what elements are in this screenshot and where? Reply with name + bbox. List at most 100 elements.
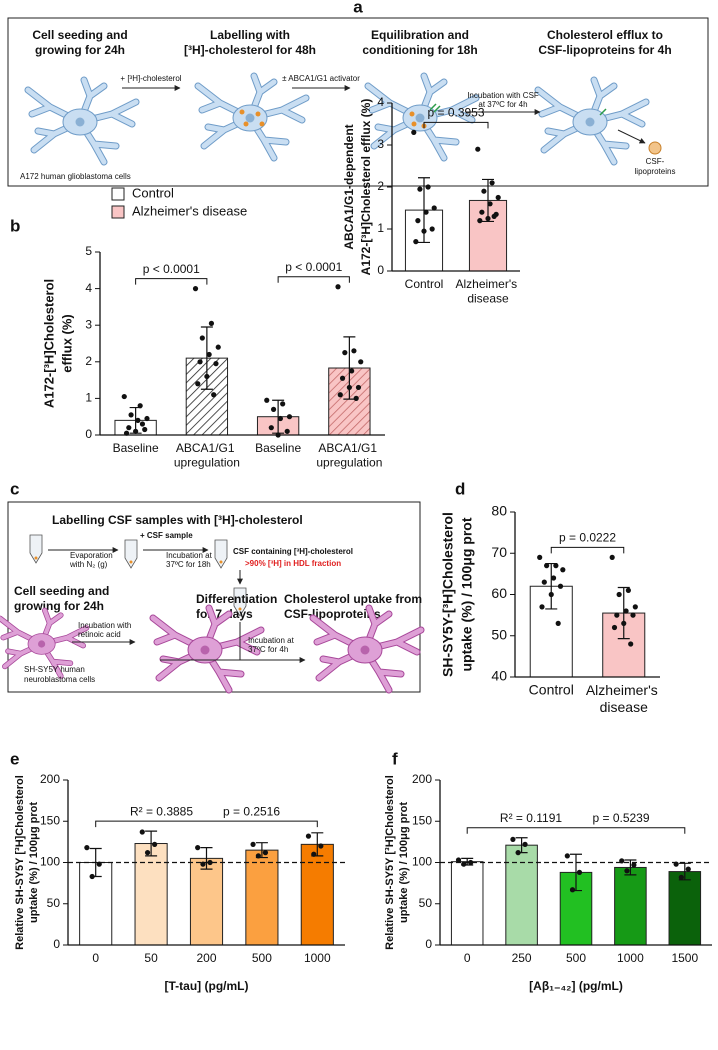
y-axis-label: ABCA1/G1-dependent [342, 124, 356, 249]
data-point [537, 554, 543, 560]
data-point [335, 284, 341, 290]
data-point [611, 624, 618, 631]
error-bar [482, 178, 494, 223]
x-tick-label: ABCA1/G1 upregulation [316, 441, 382, 469]
step-title: [³H]-cholesterol for 48h [184, 43, 316, 57]
step-title: Differentiation [196, 592, 277, 606]
data-point [423, 209, 429, 215]
data-point [277, 415, 283, 422]
data-point [560, 567, 566, 573]
neuron [538, 80, 646, 162]
data-point [678, 874, 684, 880]
data-point [135, 417, 141, 423]
error-bar [200, 847, 213, 870]
step-title: conditioning for 18h [362, 43, 477, 57]
y-tick-label: 1 [85, 391, 92, 405]
x-tick-label: Baseline [113, 441, 159, 455]
x-tick-label: 500 [252, 951, 272, 965]
data-point [485, 215, 491, 222]
bar [245, 849, 279, 946]
data-point [255, 853, 261, 859]
y-tick-label: 50 [419, 896, 433, 910]
arrow-label: + [³H]-cholesterol [120, 74, 181, 83]
error-bar [145, 830, 158, 857]
y-axis-label: efflux (%) [59, 314, 74, 373]
arrow-label: ± ABCA1/G1 activator [282, 74, 360, 83]
panel-frame [7, 501, 421, 693]
data-point [623, 608, 629, 614]
data-point [121, 393, 127, 400]
data-point [475, 146, 481, 152]
bar [614, 866, 647, 946]
y-tick-label: 3 [377, 137, 384, 151]
data-point [195, 381, 201, 387]
cell-line-label: neuroblastoma cells [24, 675, 95, 684]
arrow-label: Incubation with CSF [467, 91, 539, 100]
annotation: p = 0.0222 [559, 531, 616, 545]
x-tick-label: 0 [464, 951, 471, 965]
y-tick-label: 0 [425, 937, 432, 951]
y-tick-label: 200 [412, 772, 432, 786]
y-axis-label: Relative SH-SY5Y [³H]Cholesterol [14, 775, 26, 950]
x-tick-label: Control [405, 277, 444, 291]
annotation: p < 0.0001 [285, 260, 342, 274]
tube-dots [34, 556, 242, 611]
data-point [425, 184, 431, 190]
panel-label: e [10, 749, 19, 768]
data-point [564, 853, 570, 859]
y-tick-label: 100 [40, 855, 60, 869]
data-point [342, 350, 348, 356]
data-point [89, 873, 95, 880]
data-point [632, 604, 638, 610]
x-tick-label: Alzheimer's disease [456, 277, 521, 305]
x-tick-label: Alzheimer's disease [586, 682, 662, 715]
error-bar [624, 859, 637, 876]
y-tick-label: 150 [412, 813, 432, 827]
cell-line-label: A172 human glioblastoma cells [20, 172, 131, 181]
step-title: Equilibration and [371, 28, 469, 42]
step-note: + CSF sample [140, 531, 193, 540]
step-note: with N₂ (g) [69, 560, 108, 569]
panel-label: d [455, 479, 465, 498]
x-tick-label: 250 [512, 951, 532, 965]
annotation: R² = 0.1191 [500, 811, 562, 825]
y-tick-label: 0 [85, 427, 92, 441]
error-bar [617, 586, 630, 640]
data-point [685, 866, 691, 872]
y-axis-label: A172-[³H]Cholesterol [41, 279, 56, 408]
data-point [286, 414, 293, 420]
cell-line-label: SH-SY5Y human [24, 665, 85, 674]
lipoprotein-label: CSF- [646, 157, 665, 166]
data-point [208, 320, 215, 326]
data-point [548, 591, 554, 598]
data-point [270, 406, 277, 412]
step-title: growing for 24h [14, 599, 104, 613]
data-point [346, 384, 352, 391]
step-note: retinoic acid [78, 630, 121, 639]
x-tick-label: Control [529, 682, 574, 698]
data-point [557, 583, 564, 589]
data-point [264, 397, 270, 403]
data-point [477, 218, 483, 224]
y-tick-label: 80 [491, 503, 507, 519]
data-point [550, 575, 557, 581]
data-point [544, 563, 550, 569]
legend-label: Control [132, 185, 174, 200]
data-point [204, 373, 210, 380]
data-point [318, 843, 324, 849]
data-point [616, 591, 622, 598]
data-point [139, 829, 145, 835]
annotation: p < 0.0001 [143, 262, 200, 276]
data-point [609, 554, 615, 560]
data-point [349, 368, 355, 374]
y-tick-label: 100 [412, 855, 432, 869]
data-point [152, 841, 158, 847]
data-point [539, 604, 545, 610]
x-tick-label: 1000 [617, 951, 644, 965]
cells [28, 76, 646, 162]
data-point [144, 850, 151, 856]
data-point [625, 587, 631, 593]
x-tick-label: 200 [196, 951, 216, 965]
y-tick-label: 0 [53, 937, 60, 951]
